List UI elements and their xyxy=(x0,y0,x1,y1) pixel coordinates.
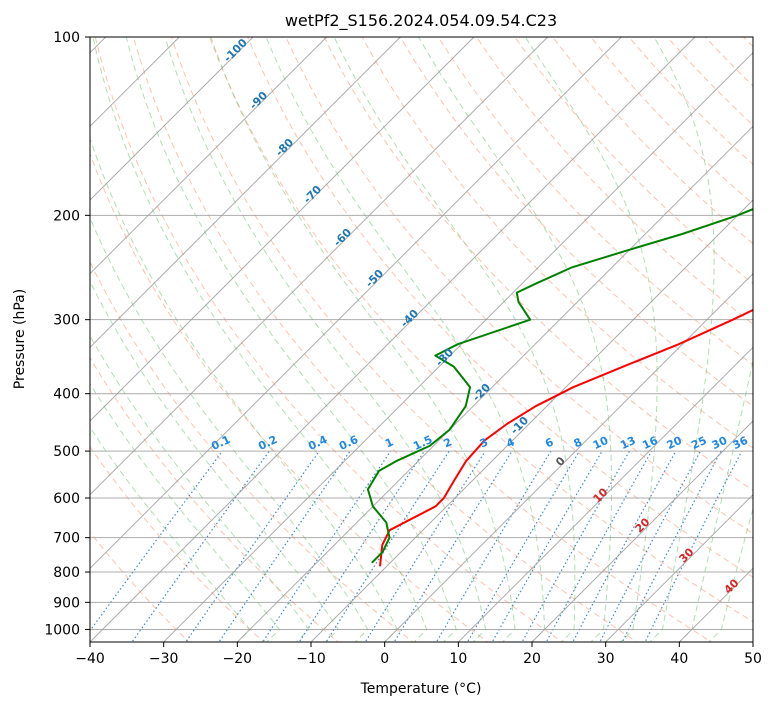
dry-adiabat xyxy=(514,37,753,285)
sounding-profiles xyxy=(366,208,753,567)
x-tick-label: 30 xyxy=(597,651,615,667)
dry-adiabat xyxy=(90,152,489,642)
y-axis-ticks: 100 200 300 400 500 600 700 800 900 1000 xyxy=(44,30,90,638)
mixing-ratio-line xyxy=(599,450,702,642)
x-tick-label: −40 xyxy=(75,651,105,667)
isotherm xyxy=(90,37,696,642)
isotherm xyxy=(90,37,401,349)
mixing-ratio-line xyxy=(131,450,270,642)
plot-frame xyxy=(89,36,754,643)
y-tick-label: 700 xyxy=(53,531,80,547)
dry-adiabat xyxy=(769,24,775,645)
x-tick-label: 0 xyxy=(380,651,389,667)
isotherm xyxy=(163,51,753,642)
isotherm xyxy=(752,641,753,642)
isotherm xyxy=(90,37,328,275)
dewpoint-profile xyxy=(366,208,753,564)
plot-background xyxy=(90,37,753,642)
x-tick-label: 50 xyxy=(744,651,762,667)
isotherm xyxy=(236,125,753,642)
x-axis-label: Temperature (°C) xyxy=(360,681,482,697)
mixing-ratio-line xyxy=(393,450,513,642)
mixing-ratio-label: 16 xyxy=(640,434,660,452)
mixing-ratio-line xyxy=(262,450,392,642)
dry-adiabat xyxy=(90,260,414,642)
y-tick-label: 100 xyxy=(53,30,80,46)
mixing-ratio-line xyxy=(218,450,351,642)
temperature-profile xyxy=(379,308,753,567)
moist-adiabat xyxy=(649,37,715,642)
mixing-ratio-line xyxy=(621,450,722,642)
isotherm xyxy=(531,420,753,642)
mixing-ratio-label: 25 xyxy=(689,434,708,452)
y-tick-label: 800 xyxy=(53,565,80,581)
chart-title: wetPf2_S156.2024.054.09.54.C23 xyxy=(285,11,557,31)
isotherm xyxy=(90,37,549,496)
mixing-ratio-line xyxy=(572,450,677,642)
moist-adiabat xyxy=(90,382,281,642)
y-tick-label: 200 xyxy=(53,208,80,224)
mixing-ratio-label: 20 xyxy=(665,434,685,452)
y-tick-label: 600 xyxy=(53,491,80,507)
mixing-ratio-line xyxy=(325,450,450,642)
y-tick-label: 900 xyxy=(53,595,80,611)
isotherm xyxy=(605,493,753,642)
y-tick-label: 300 xyxy=(53,313,80,329)
x-tick-label: 20 xyxy=(523,651,541,667)
isotherm xyxy=(310,199,753,642)
mixing-ratio-line xyxy=(185,450,320,642)
isobar-grid xyxy=(90,37,753,630)
x-tick-label: 10 xyxy=(449,651,467,667)
x-tick-label: 40 xyxy=(670,651,688,667)
x-axis-ticks: −40 −30 −20 −10 0 10 20 30 40 50 xyxy=(75,642,762,667)
mixing-ratio-line xyxy=(466,450,580,642)
isotherm xyxy=(90,37,254,201)
mixing-ratio-label: 10 xyxy=(591,434,611,452)
isotherm xyxy=(457,346,753,642)
moist-adiabat xyxy=(265,37,546,642)
y-tick-label: 500 xyxy=(53,444,80,460)
moist-adiabat xyxy=(164,37,487,642)
moist-adiabat xyxy=(90,426,251,642)
mixing-ratio-label: 30 xyxy=(710,434,730,452)
plot-area xyxy=(90,24,775,645)
mixing-ratio-label: 36 xyxy=(731,434,751,452)
mixing-ratio-line xyxy=(298,450,425,642)
y-tick-label: 1000 xyxy=(44,622,80,638)
moist-adiabat xyxy=(333,37,576,642)
x-tick-label: −30 xyxy=(149,651,179,667)
mixing-ratio-label: 13 xyxy=(618,434,637,452)
isotherm xyxy=(90,37,622,570)
x-tick-label: −20 xyxy=(223,651,253,667)
dry-adiabat xyxy=(476,37,753,325)
moist-adiabat xyxy=(524,37,658,642)
mixing-ratio-line xyxy=(90,450,223,632)
isotherm xyxy=(90,37,475,422)
isotherm-grid xyxy=(90,37,753,642)
x-tick-label: −10 xyxy=(296,651,326,667)
y-tick-label: 400 xyxy=(53,387,80,403)
y-axis-label: Pressure (hPa) xyxy=(12,289,28,389)
plot-bg xyxy=(90,37,753,642)
